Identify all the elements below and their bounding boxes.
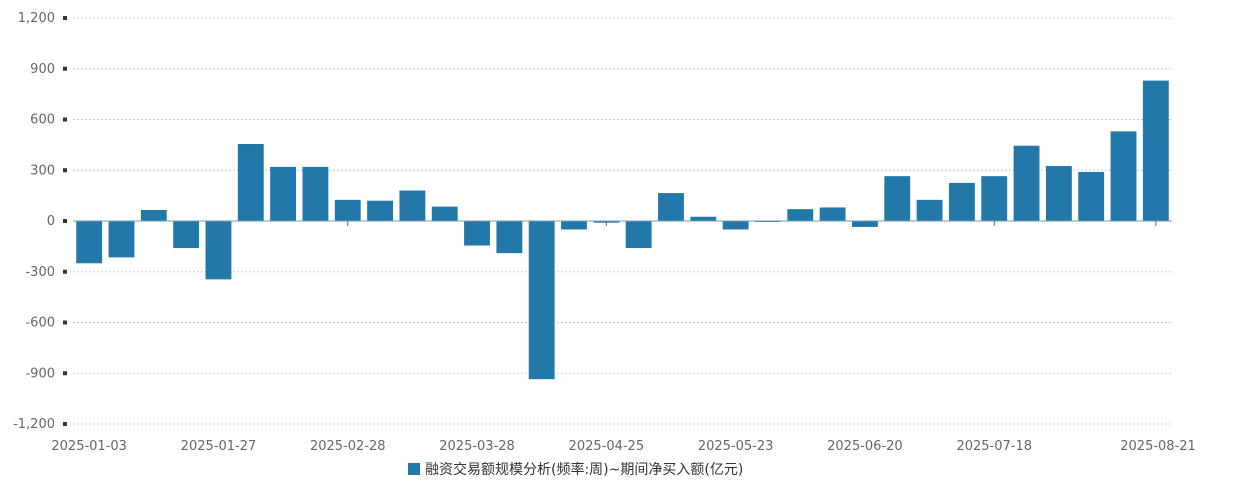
y-tick-marker (63, 66, 67, 71)
x-tick-label: 2025-01-03 (51, 439, 127, 454)
y-tick-label: 300 (30, 163, 55, 178)
x-axis-ticks: 2025-01-03 2025-01-27 2025-02-28 2025-03-28… (51, 221, 1196, 454)
bar[interactable] (981, 176, 1008, 221)
bar[interactable] (431, 206, 458, 221)
bar[interactable] (1110, 131, 1137, 221)
y-tick-marker (63, 320, 67, 325)
bar[interactable] (819, 207, 846, 221)
bar[interactable] (948, 182, 975, 221)
bar[interactable] (658, 193, 684, 221)
y-tick-label: 0 (47, 214, 55, 229)
bar[interactable] (270, 166, 297, 221)
bar[interactable] (173, 221, 200, 249)
bar[interactable] (528, 221, 555, 380)
bar[interactable] (916, 199, 943, 221)
x-tick-label: 2025-02-28 (310, 439, 386, 454)
bar[interactable] (1142, 80, 1169, 221)
grid-lines (73, 17, 1172, 425)
bar[interactable] (237, 144, 264, 221)
x-tick-label: 2025-04-25 (569, 439, 645, 454)
y-tick-marker (63, 269, 67, 274)
x-tick-label: 2025-08-21 (1120, 439, 1196, 454)
y-tick-label: 1,200 (18, 11, 55, 26)
bar[interactable] (76, 221, 103, 264)
bar[interactable] (1013, 145, 1040, 221)
y-tick-label: 600 (30, 113, 55, 128)
bar[interactable] (302, 166, 329, 221)
bars (76, 80, 1169, 380)
legend-swatch[interactable] (408, 463, 420, 475)
y-tick-marker (63, 219, 67, 223)
y-tick-label: -1,200 (13, 417, 55, 432)
x-tick-label: 2025-01-27 (181, 439, 257, 454)
y-tick-marker (63, 422, 67, 426)
y-tick-label: -300 (25, 265, 55, 280)
bar[interactable] (496, 221, 523, 254)
bar[interactable] (399, 190, 426, 221)
bar[interactable] (367, 200, 394, 221)
bar[interactable] (1045, 166, 1072, 221)
bar[interactable] (690, 216, 717, 221)
y-tick-marker (63, 16, 67, 20)
y-tick-marker (63, 168, 67, 173)
legend[interactable]: 融资交易额规模分析(频率:周)~期间净买入额(亿元) (408, 461, 743, 478)
bar[interactable] (884, 176, 911, 221)
bar[interactable] (787, 209, 814, 221)
x-tick-label: 2025-07-18 (956, 439, 1032, 454)
y-axis-ticks: 1,200 900 600 300 0 -300 -600 -900 -1,200 (13, 11, 67, 432)
y-tick-label: -600 (25, 316, 55, 331)
x-tick-label: 2025-03-28 (439, 439, 515, 454)
bar[interactable] (140, 210, 167, 221)
y-tick-label: 900 (30, 62, 55, 77)
bar[interactable] (205, 221, 232, 280)
bar[interactable] (625, 221, 652, 249)
bar[interactable] (561, 221, 587, 230)
bar[interactable] (108, 221, 135, 258)
legend-label[interactable]: 融资交易额规模分析(频率:周)~期间净买入额(亿元) (425, 461, 743, 478)
x-tick-label: 2025-06-20 (827, 439, 903, 454)
y-tick-label: -900 (25, 366, 55, 381)
y-tick-marker (63, 371, 67, 376)
x-tick-label: 2025-05-23 (698, 439, 774, 454)
y-tick-marker (63, 117, 67, 122)
bar[interactable] (1078, 171, 1105, 221)
bar[interactable] (334, 199, 361, 221)
